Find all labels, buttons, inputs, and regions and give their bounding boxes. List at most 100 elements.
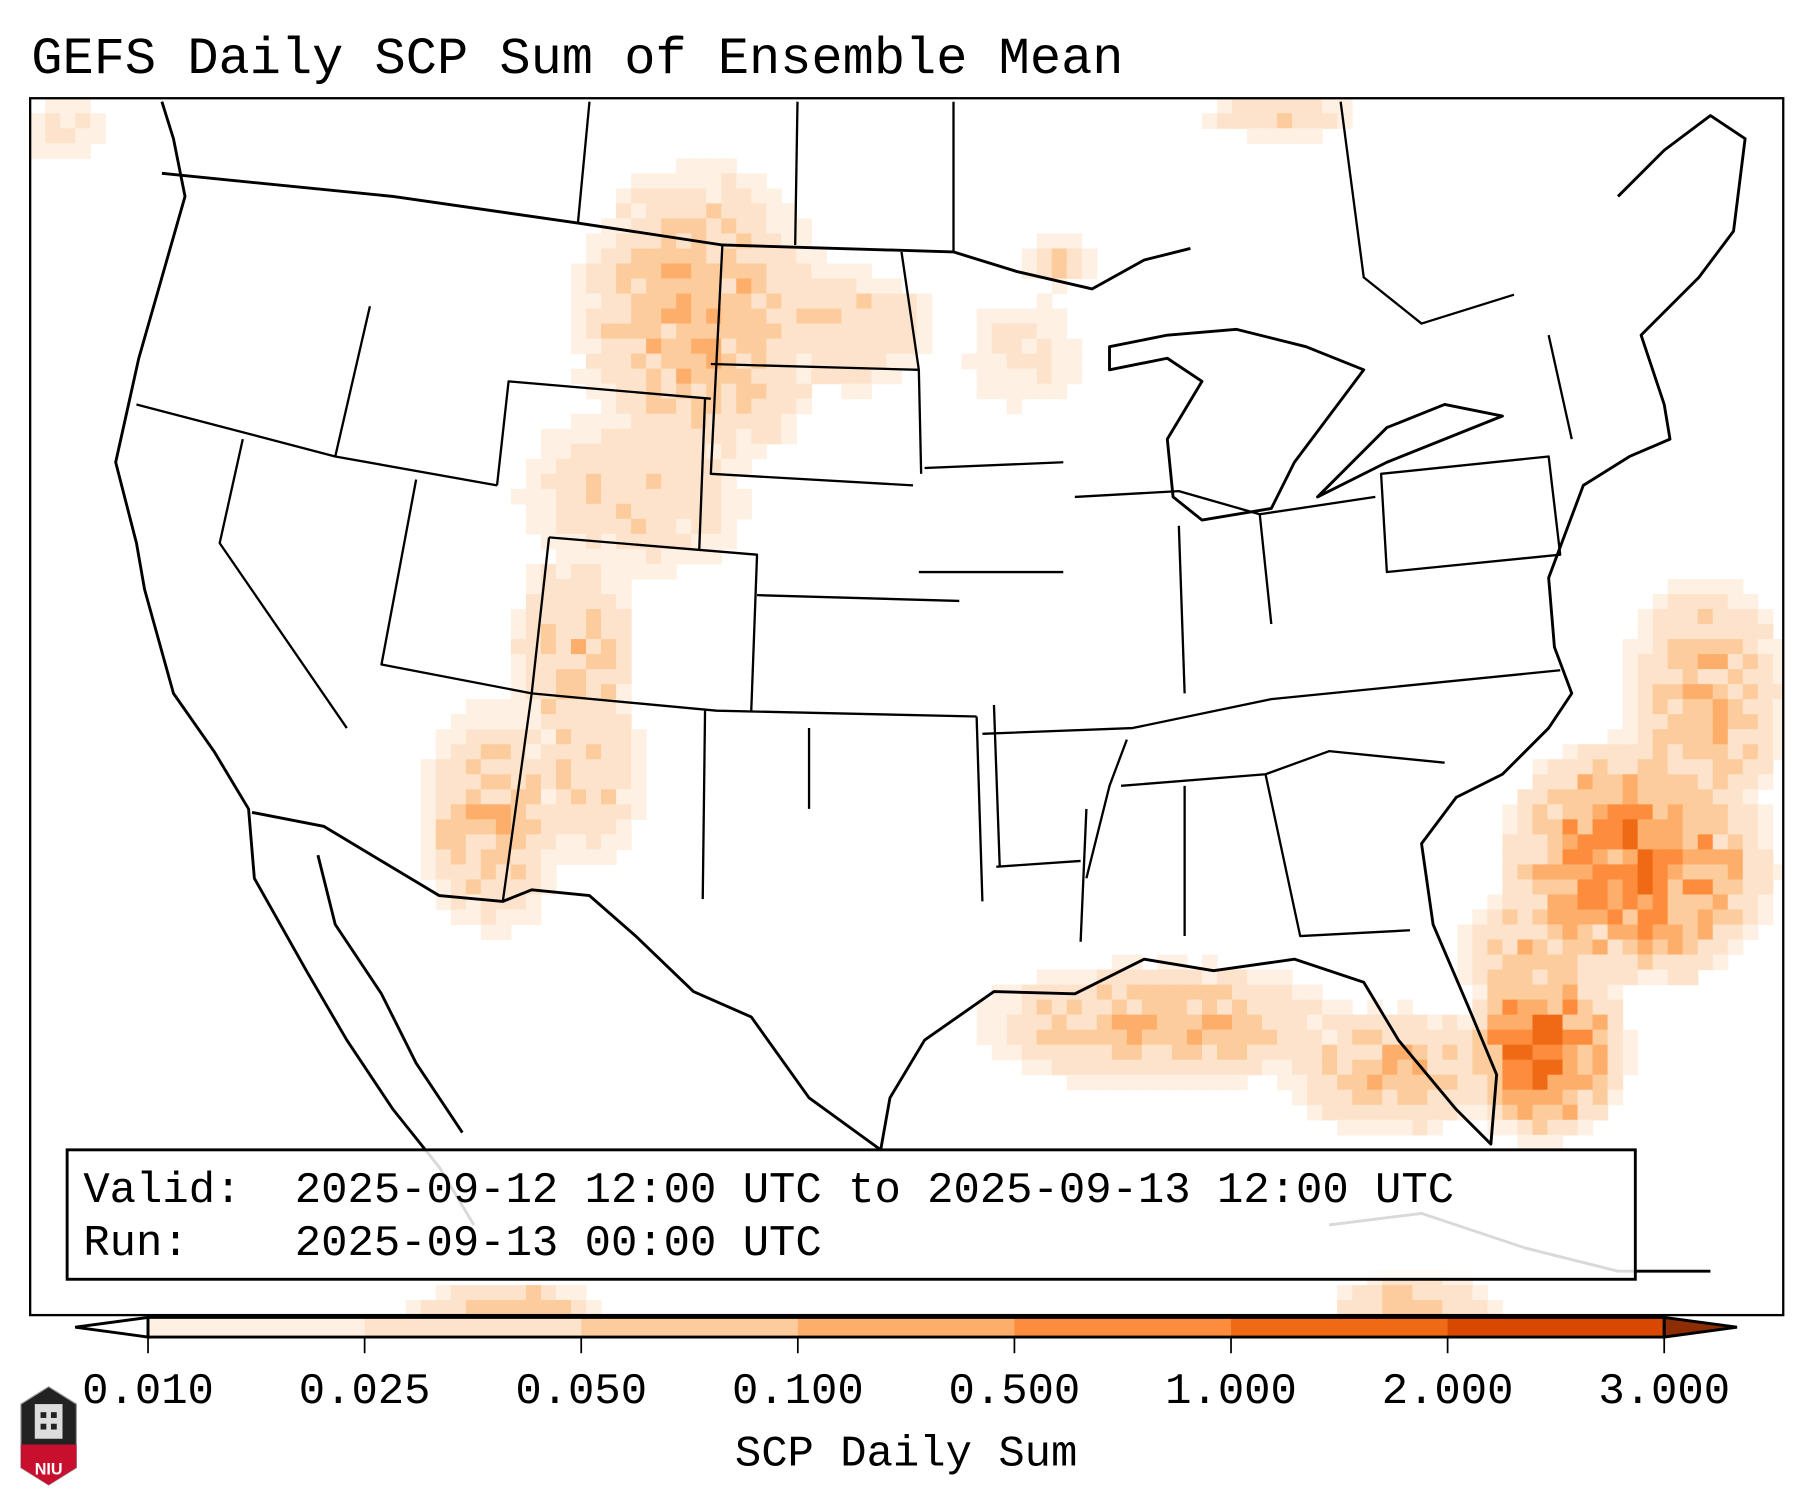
field-cell bbox=[1667, 593, 1684, 610]
field-cell bbox=[1412, 1074, 1428, 1091]
field-cell bbox=[435, 834, 452, 850]
field-cell bbox=[1141, 1029, 1158, 1046]
field-cell bbox=[1517, 999, 1534, 1016]
field-cell bbox=[1532, 1119, 1549, 1136]
field-cell bbox=[1382, 1044, 1398, 1061]
field-cell bbox=[1577, 789, 1594, 805]
canada-provinces bbox=[576, 101, 1573, 440]
field-cell bbox=[525, 744, 542, 760]
field-cell bbox=[1742, 624, 1759, 640]
field-cell bbox=[721, 458, 737, 475]
field-cell bbox=[1562, 909, 1579, 926]
field-cell bbox=[1757, 699, 1774, 715]
field-cell bbox=[616, 834, 632, 850]
run-label: Run: bbox=[83, 1219, 188, 1269]
field-cell bbox=[586, 849, 602, 865]
field-cell bbox=[1772, 714, 1784, 730]
field-cell bbox=[721, 428, 737, 445]
field-cell bbox=[1592, 879, 1609, 896]
field-cell bbox=[570, 263, 587, 280]
field-cell bbox=[540, 503, 557, 520]
field-cell bbox=[751, 413, 767, 430]
field-cell bbox=[1592, 909, 1609, 926]
field-cell bbox=[1592, 819, 1609, 835]
field-cell bbox=[1517, 804, 1534, 820]
field-cell bbox=[1682, 744, 1699, 760]
field-cell bbox=[646, 428, 662, 445]
field-cell bbox=[1126, 969, 1143, 986]
field-cell bbox=[1322, 1074, 1338, 1091]
field-cell bbox=[586, 368, 602, 385]
field-cell bbox=[1517, 954, 1534, 971]
field-cell bbox=[976, 1029, 993, 1046]
tick-label-5: 1.000 bbox=[1165, 1367, 1297, 1417]
field-cell bbox=[586, 669, 602, 685]
field-cell bbox=[555, 533, 572, 550]
info-box: Valid: 2025-09-12 12:00 UTC to 2025-09-1… bbox=[65, 1148, 1637, 1281]
field-cell bbox=[1547, 924, 1564, 941]
field-cell bbox=[1367, 1059, 1383, 1076]
field-cell bbox=[510, 759, 527, 775]
field-cell bbox=[1577, 1074, 1594, 1091]
field-cell bbox=[450, 879, 467, 896]
field-cell bbox=[1607, 1029, 1624, 1046]
field-cell bbox=[781, 293, 797, 310]
field-cell bbox=[691, 248, 707, 265]
field-cell bbox=[1682, 684, 1699, 700]
field-cell bbox=[1577, 954, 1594, 971]
field-cell bbox=[570, 639, 587, 655]
field-cell bbox=[601, 518, 617, 535]
field-cell bbox=[631, 188, 647, 204]
field-cell bbox=[1442, 1014, 1458, 1031]
field-cell bbox=[510, 864, 527, 881]
field-cell bbox=[1577, 984, 1594, 1001]
field-cell bbox=[586, 353, 602, 370]
field-cell bbox=[90, 113, 106, 129]
field-cell bbox=[991, 353, 1008, 370]
field-cell bbox=[1697, 609, 1714, 625]
field-cell bbox=[1397, 1300, 1413, 1316]
field-cell bbox=[1562, 804, 1579, 820]
field-cell bbox=[631, 353, 647, 370]
field-cell bbox=[601, 383, 617, 400]
field-cell bbox=[1637, 609, 1654, 625]
field-cell bbox=[616, 443, 632, 460]
field-cell bbox=[631, 789, 647, 805]
colorbar-segment-2 bbox=[581, 1317, 799, 1338]
field-cell bbox=[75, 128, 91, 144]
field-cell bbox=[766, 248, 782, 265]
field-cell bbox=[781, 278, 797, 295]
field-cell bbox=[1742, 699, 1759, 715]
field-cell bbox=[1697, 954, 1714, 971]
field-cell bbox=[1201, 1059, 1218, 1076]
field-cell bbox=[1141, 999, 1158, 1016]
field-cell bbox=[691, 218, 707, 235]
field-cell bbox=[586, 789, 602, 805]
field-cell bbox=[510, 639, 527, 655]
field-cell bbox=[1337, 1059, 1353, 1076]
field-cell bbox=[465, 849, 482, 865]
field-cell bbox=[781, 218, 797, 235]
field-cell bbox=[510, 654, 527, 670]
field-cell bbox=[1667, 699, 1684, 715]
field-cell bbox=[646, 233, 662, 250]
field-cell bbox=[1216, 1074, 1233, 1091]
field-cell bbox=[1727, 834, 1744, 850]
field-cell bbox=[1126, 1074, 1143, 1091]
field-cell bbox=[1637, 834, 1654, 850]
field-cell bbox=[721, 533, 737, 550]
field-cell bbox=[1457, 924, 1473, 941]
field-cell bbox=[570, 1285, 587, 1301]
field-cell bbox=[1757, 834, 1774, 850]
field-cell bbox=[736, 293, 752, 310]
field-cell bbox=[751, 248, 767, 265]
field-cell bbox=[1712, 654, 1729, 670]
field-cell bbox=[1637, 744, 1654, 760]
field-cell bbox=[1232, 113, 1248, 129]
logo-window bbox=[50, 1412, 57, 1418]
field-cell bbox=[450, 819, 467, 835]
field-cell bbox=[1066, 353, 1083, 370]
field-cell bbox=[1667, 864, 1684, 881]
field-cell bbox=[601, 503, 617, 520]
field-cell bbox=[1637, 624, 1654, 640]
